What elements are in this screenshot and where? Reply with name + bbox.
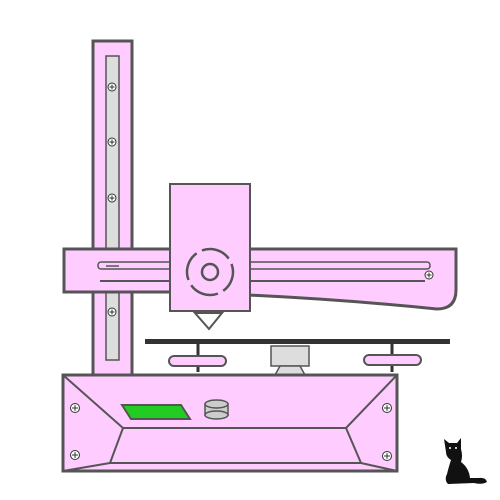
base-front-panel: [108, 427, 363, 464]
x-arm-rail: [97, 261, 431, 270]
bed-center-block: [270, 345, 310, 367]
z-tower-screw-3: [107, 193, 117, 203]
nozzle-icon: [192, 312, 225, 331]
bed-adjust-right: [363, 354, 422, 366]
base-screw-br: [382, 451, 392, 461]
z-tower-screw-2: [107, 137, 117, 147]
base-bevel-tl: [62, 374, 124, 429]
base-screw-tl: [70, 403, 80, 413]
x-arm-screw: [424, 270, 434, 280]
print-head-fan-icon: [185, 247, 235, 297]
bed-adjust-left: [168, 355, 227, 367]
base-bevel-bl: [62, 462, 111, 472]
base-screw-bl: [70, 450, 80, 460]
base-bevel-br: [360, 462, 398, 472]
z-tower-screw-4: [107, 307, 117, 317]
printer-base: [61, 373, 399, 473]
print-bed: [145, 339, 450, 376]
z-tower: [91, 39, 134, 377]
cat-icon: [444, 438, 487, 484]
lcd-screen-icon: [120, 404, 192, 420]
print-head: [169, 183, 251, 331]
bed-plate: [145, 339, 450, 344]
z-tower-screw-1: [107, 82, 117, 92]
print-head-body: [169, 183, 251, 312]
control-knob-icon: [204, 399, 229, 420]
base-bevel-tr: [345, 374, 398, 429]
base-screw-tr: [382, 403, 392, 413]
